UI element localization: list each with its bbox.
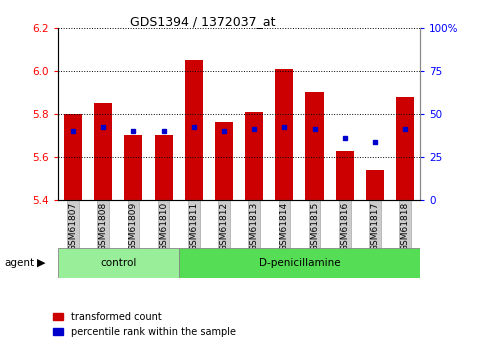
Bar [185, 60, 203, 200]
Bar [396, 97, 414, 200]
Bar [215, 122, 233, 200]
Text: D-penicillamine: D-penicillamine [259, 258, 340, 268]
Bar [245, 112, 263, 200]
Bar [336, 150, 354, 200]
Text: GDS1394 / 1372037_at: GDS1394 / 1372037_at [130, 16, 276, 29]
Bar [275, 69, 294, 200]
Legend: transformed count, percentile rank within the sample: transformed count, percentile rank withi… [53, 312, 236, 337]
Bar [58, 248, 179, 278]
Bar [94, 103, 113, 200]
Text: agent: agent [5, 258, 35, 268]
Bar [125, 136, 142, 200]
Bar [366, 170, 384, 200]
Bar [179, 248, 420, 278]
Text: control: control [100, 258, 137, 268]
Bar [64, 114, 82, 200]
Bar [306, 92, 324, 200]
Text: ▶: ▶ [37, 258, 45, 268]
Bar [155, 136, 173, 200]
